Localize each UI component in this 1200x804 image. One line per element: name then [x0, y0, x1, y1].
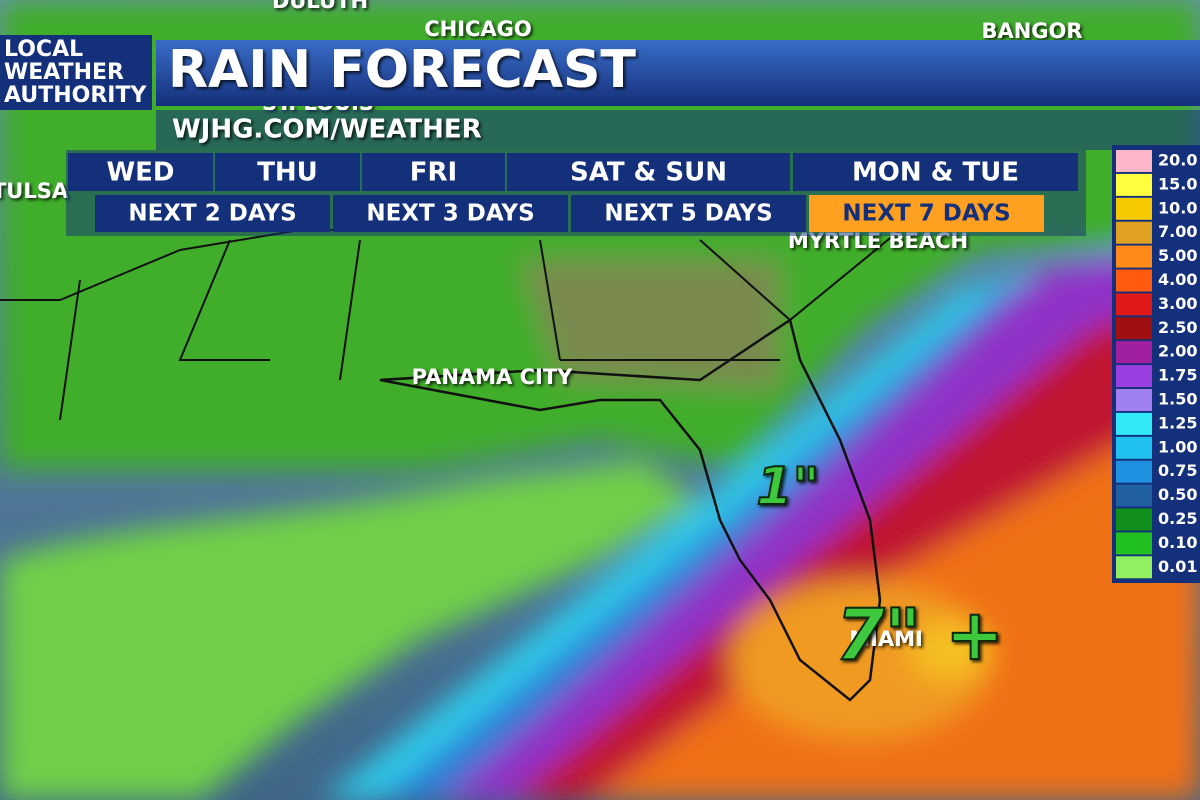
day-tab-label: FRI [410, 158, 457, 188]
logo-line: WEATHER [4, 60, 124, 85]
legend-label: 3.00 [1158, 294, 1197, 313]
legend-swatch [1116, 197, 1152, 220]
legend-label: 15.0 [1158, 174, 1197, 193]
url-box [156, 110, 1200, 150]
day-tab-label: THU [257, 158, 318, 188]
legend-label: 10.0 [1158, 198, 1197, 217]
annotations: 1" 7" + [755, 456, 1005, 677]
legend-swatch [1116, 460, 1152, 483]
legend-label: 1.50 [1158, 390, 1197, 409]
legend-label: 2.00 [1158, 342, 1197, 361]
day-tab-label: MON & TUE [852, 158, 1019, 188]
range-tab[interactable] [95, 195, 330, 232]
legend-swatch [1116, 293, 1152, 316]
legend-swatch [1116, 508, 1152, 531]
legend-label: 2.50 [1158, 318, 1197, 337]
rain-annotation: 1" [756, 457, 819, 517]
legend-label: 0.01 [1158, 557, 1197, 576]
legend-swatch [1116, 269, 1152, 292]
legend-swatch [1116, 556, 1152, 579]
range-tab-label: NEXT 2 DAYS [128, 201, 296, 227]
legend-swatch [1116, 150, 1152, 172]
legend-label: 0.75 [1158, 461, 1197, 480]
range-tab[interactable] [809, 195, 1044, 232]
logo-line: LOCAL [4, 37, 83, 62]
legend-label: 20.0 [1158, 151, 1197, 170]
tabs: WED THU FRI SAT & SUN MON & TUE NEXT 2 DAYS NE… [68, 153, 1078, 232]
legend-swatch [1116, 412, 1152, 435]
legend-label: 7.00 [1158, 222, 1197, 241]
day-tab[interactable] [215, 153, 360, 191]
legend-swatch [1116, 436, 1152, 459]
legend-swatch [1116, 221, 1152, 244]
city-label: BANGOR [981, 19, 1082, 43]
legend-swatch [1116, 173, 1152, 196]
legend-label: 0.10 [1158, 533, 1197, 552]
city-label: DULUTH [272, 0, 368, 13]
legend-label: 0.50 [1158, 485, 1197, 504]
legend-label: 1.25 [1158, 413, 1197, 432]
url: WJHG.COM/WEATHER [172, 115, 482, 145]
range-tab[interactable] [571, 195, 806, 232]
day-tab-label: SAT & SUN [570, 158, 727, 188]
city-label: PANAMA CITY [412, 365, 574, 389]
legend-swatch [1116, 245, 1152, 268]
legend-label: 4.00 [1158, 270, 1197, 289]
city-label: MIAMI [849, 627, 923, 651]
city-label: TULSA [0, 179, 69, 203]
rain-annotation: 7" + [836, 594, 1004, 676]
range-tab-label: NEXT 7 DAYS [842, 201, 1010, 227]
legend-swatch [1116, 484, 1152, 507]
range-tab[interactable] [333, 195, 568, 232]
day-tab[interactable] [793, 153, 1078, 191]
range-tab-label: NEXT 5 DAYS [604, 201, 772, 227]
logo-line: AUTHORITY [4, 83, 147, 108]
legend-label: 1.75 [1158, 366, 1197, 385]
legend-swatch [1116, 317, 1152, 340]
city-label: CHICAGO [424, 17, 532, 41]
legend-swatch [1116, 341, 1152, 364]
title: RAIN FORECAST [168, 40, 636, 100]
legend-swatch [1116, 389, 1152, 411]
day-tab[interactable] [507, 153, 790, 191]
legend-swatch [1116, 532, 1152, 555]
day-tab-label: WED [106, 158, 174, 188]
legend-label: 5.00 [1158, 246, 1197, 265]
range-tab-label: NEXT 3 DAYS [366, 201, 534, 227]
day-tab[interactable] [68, 153, 213, 191]
legend: 20.0 15.0 10.0 7.00 5.00 4.00 3.00 2.50 2.00 1.75… [1112, 145, 1200, 583]
title-box [156, 40, 1200, 106]
legend-label: 0.25 [1158, 509, 1197, 528]
day-tab[interactable] [362, 153, 505, 191]
logo-box [0, 35, 152, 110]
legend-label: 1.00 [1158, 437, 1197, 456]
legend-swatch [1116, 365, 1152, 388]
